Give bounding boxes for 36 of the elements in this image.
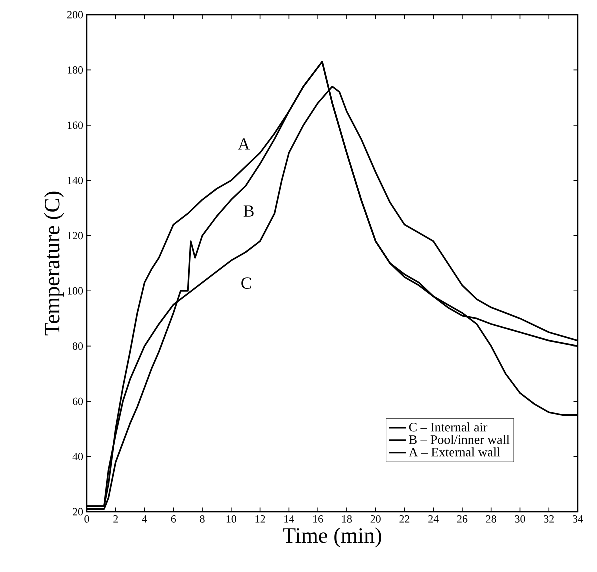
x-tick-label: 26 [457, 516, 468, 523]
x-tick-label: 12 [256, 516, 266, 523]
y-tick-label: 160 [68, 122, 84, 130]
x-tick-label: 2 [114, 516, 118, 523]
x-tick-label: 32 [544, 516, 554, 523]
annotation: B [244, 206, 254, 217]
x-tick-label: 24 [428, 516, 439, 523]
y-tick-label: 140 [68, 176, 84, 184]
x-tick-label: 10 [226, 516, 236, 523]
x-tick-label: 14 [284, 516, 294, 523]
y-tick-label: 100 [68, 287, 84, 295]
x-tick-label: 34 [573, 516, 584, 523]
x-tick-label: 22 [400, 516, 410, 523]
x-tick-label: 16 [314, 516, 324, 523]
x-tick-label: 0 [84, 516, 90, 523]
y-tick-label: 20 [73, 508, 84, 516]
x-tick-label: 28 [486, 516, 496, 523]
y-tick-label: 180 [68, 66, 84, 74]
y-tick-label: 60 [73, 398, 84, 406]
y-tick-label: 200 [68, 11, 84, 19]
y-tick-label: 120 [68, 232, 84, 240]
y-axis-title: Temperature (C) [44, 192, 64, 336]
legend-label: A – External wall [409, 448, 500, 457]
x-tick-label: 6 [171, 516, 176, 523]
legend-label: C – Internal air [409, 422, 488, 432]
x-tick-label: 18 [342, 516, 352, 523]
x-tick-label: 8 [200, 516, 205, 523]
legend-label: B – Pool/inner wall [409, 435, 510, 444]
x-tick-label: 4 [142, 516, 148, 523]
x-axis-title: Time (min) [283, 528, 382, 548]
x-tick-label: 20 [370, 516, 381, 523]
y-tick-label: 40 [72, 453, 84, 460]
annotation: C [242, 278, 252, 290]
annotation: A [238, 138, 250, 150]
y-tick-label: 80 [72, 342, 84, 350]
x-tick-label: 30 [515, 516, 526, 523]
